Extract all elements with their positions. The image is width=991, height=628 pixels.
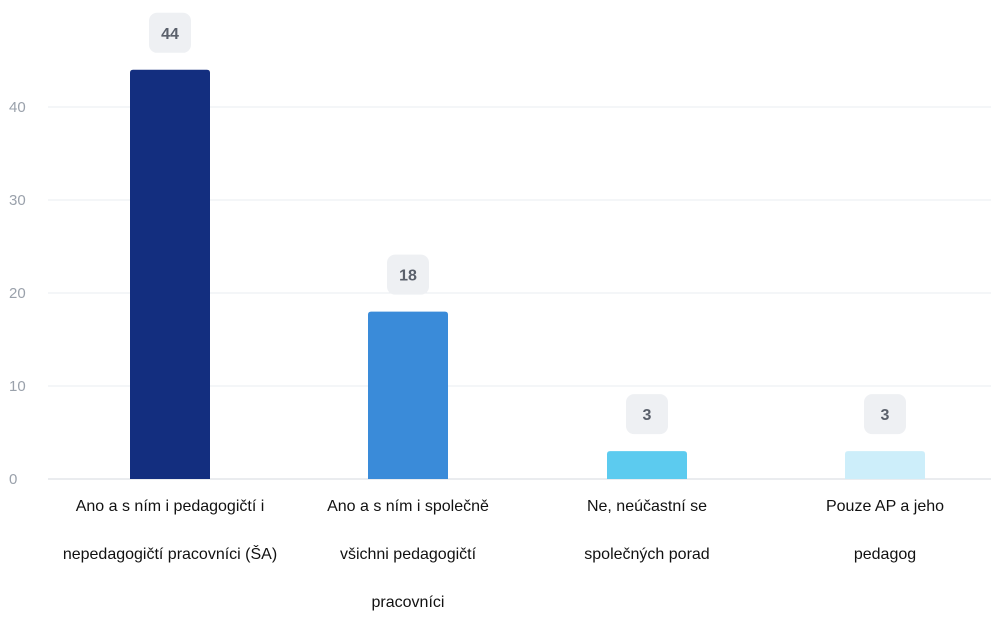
y-tick-label-30: 30 <box>9 192 26 209</box>
category-label-3-line-2: společných porad <box>584 546 709 563</box>
value-labels: 44 18 3 3 <box>149 12 906 435</box>
bar-4[interactable] <box>845 451 925 479</box>
bar-2[interactable] <box>368 311 448 479</box>
value-label-3: 3 <box>643 407 652 424</box>
category-label-4-line-2: pedagog <box>854 546 916 563</box>
y-tick-label-20: 20 <box>9 285 26 302</box>
value-badge-4 <box>864 394 906 435</box>
value-badge-1 <box>149 12 191 53</box>
bar-3[interactable] <box>607 451 687 479</box>
value-badge-2 <box>387 254 429 295</box>
category-label-2-line-1: Ano a s ním i společně <box>327 498 489 515</box>
category-label-1-line-1: Ano a s ním i pedagogičtí i <box>76 498 265 515</box>
value-label-2: 18 <box>399 268 417 285</box>
category-label-4-line-1: Pouze AP a jeho <box>826 498 944 515</box>
y-tick-label-0: 0 <box>9 471 17 488</box>
category-label-2-line-2: všichni pedagogičtí <box>340 546 477 563</box>
category-label-1-line-2: nepedagogičtí pracovníci (ŠA) <box>63 544 277 563</box>
y-tick-label-10: 10 <box>9 378 26 395</box>
value-label-4: 3 <box>881 407 890 424</box>
bars <box>130 69 925 480</box>
y-tick-label-40: 40 <box>9 99 26 116</box>
category-label-2-line-3: pracovníci <box>372 594 445 611</box>
category-label-3-line-1: Ne, neúčastní se <box>587 498 707 515</box>
value-label-1: 44 <box>161 26 179 43</box>
y-axis-ticks: 0 10 20 30 40 <box>9 99 26 488</box>
bar-1[interactable] <box>130 69 210 480</box>
category-labels: Ano a s ním i pedagogičtí i nepedagogičtí… <box>63 498 944 611</box>
value-badge-3 <box>626 394 668 435</box>
